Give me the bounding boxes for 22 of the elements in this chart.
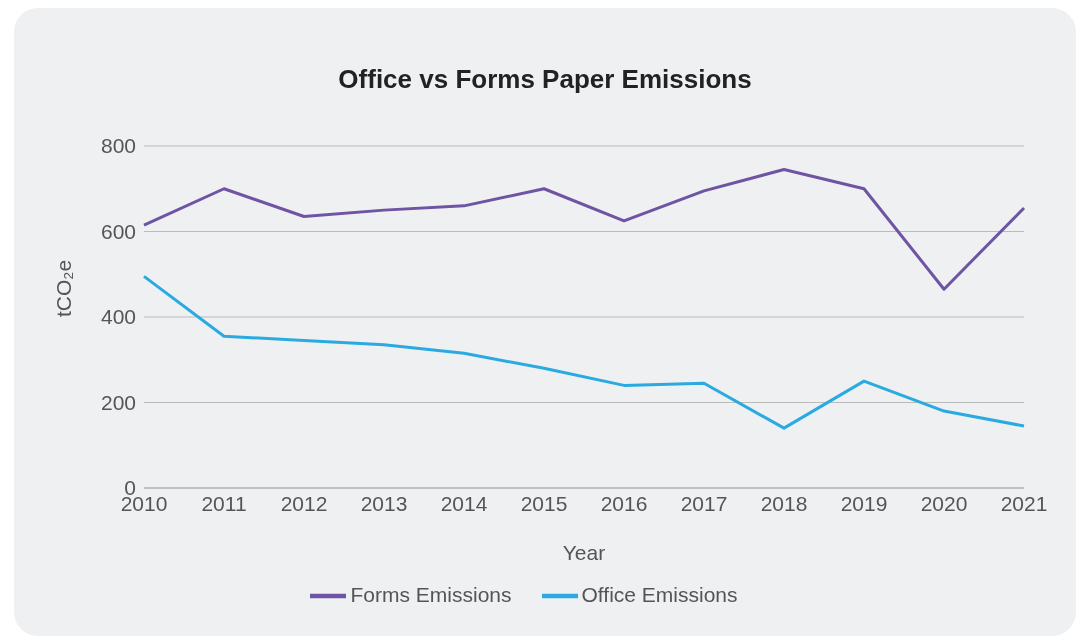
x-tick-label: 2018 xyxy=(760,491,808,515)
line-series xyxy=(142,274,1026,430)
x-tick-label: 2015 xyxy=(520,491,568,515)
x-tick-label: 2016 xyxy=(600,491,648,515)
x-tick-label: 2019 xyxy=(840,491,888,515)
x-tick-label: 2012 xyxy=(280,491,328,515)
y-tick-label: 600 xyxy=(100,219,136,243)
x-tick-label: 2021 xyxy=(1000,491,1048,515)
x-tick-label: 2017 xyxy=(680,491,728,515)
line-series xyxy=(142,168,1026,291)
x-tick-label: 2011 xyxy=(201,491,247,515)
y-tick-label: 800 xyxy=(100,134,136,158)
x-axis-title: Year xyxy=(562,541,606,564)
legend-label: Forms Emissions xyxy=(350,582,512,606)
y-tick-label: 400 xyxy=(100,305,136,329)
y-axis-title: tCO₂e xyxy=(52,259,76,317)
x-tick-label: 2020 xyxy=(920,491,968,515)
x-tick-label: 2013 xyxy=(360,491,408,515)
y-tick-label: 200 xyxy=(100,390,136,414)
x-tick-label: 2014 xyxy=(440,491,488,515)
legend-label: Office Emissions xyxy=(581,582,738,606)
chart-title: Office vs Forms Paper Emissions xyxy=(337,63,753,96)
